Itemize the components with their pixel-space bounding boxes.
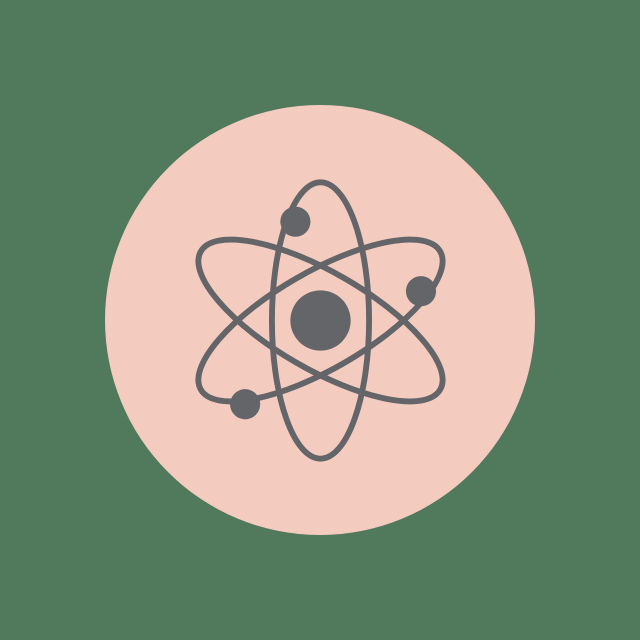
- icon-badge: [105, 105, 535, 535]
- atom-icon: [153, 153, 488, 488]
